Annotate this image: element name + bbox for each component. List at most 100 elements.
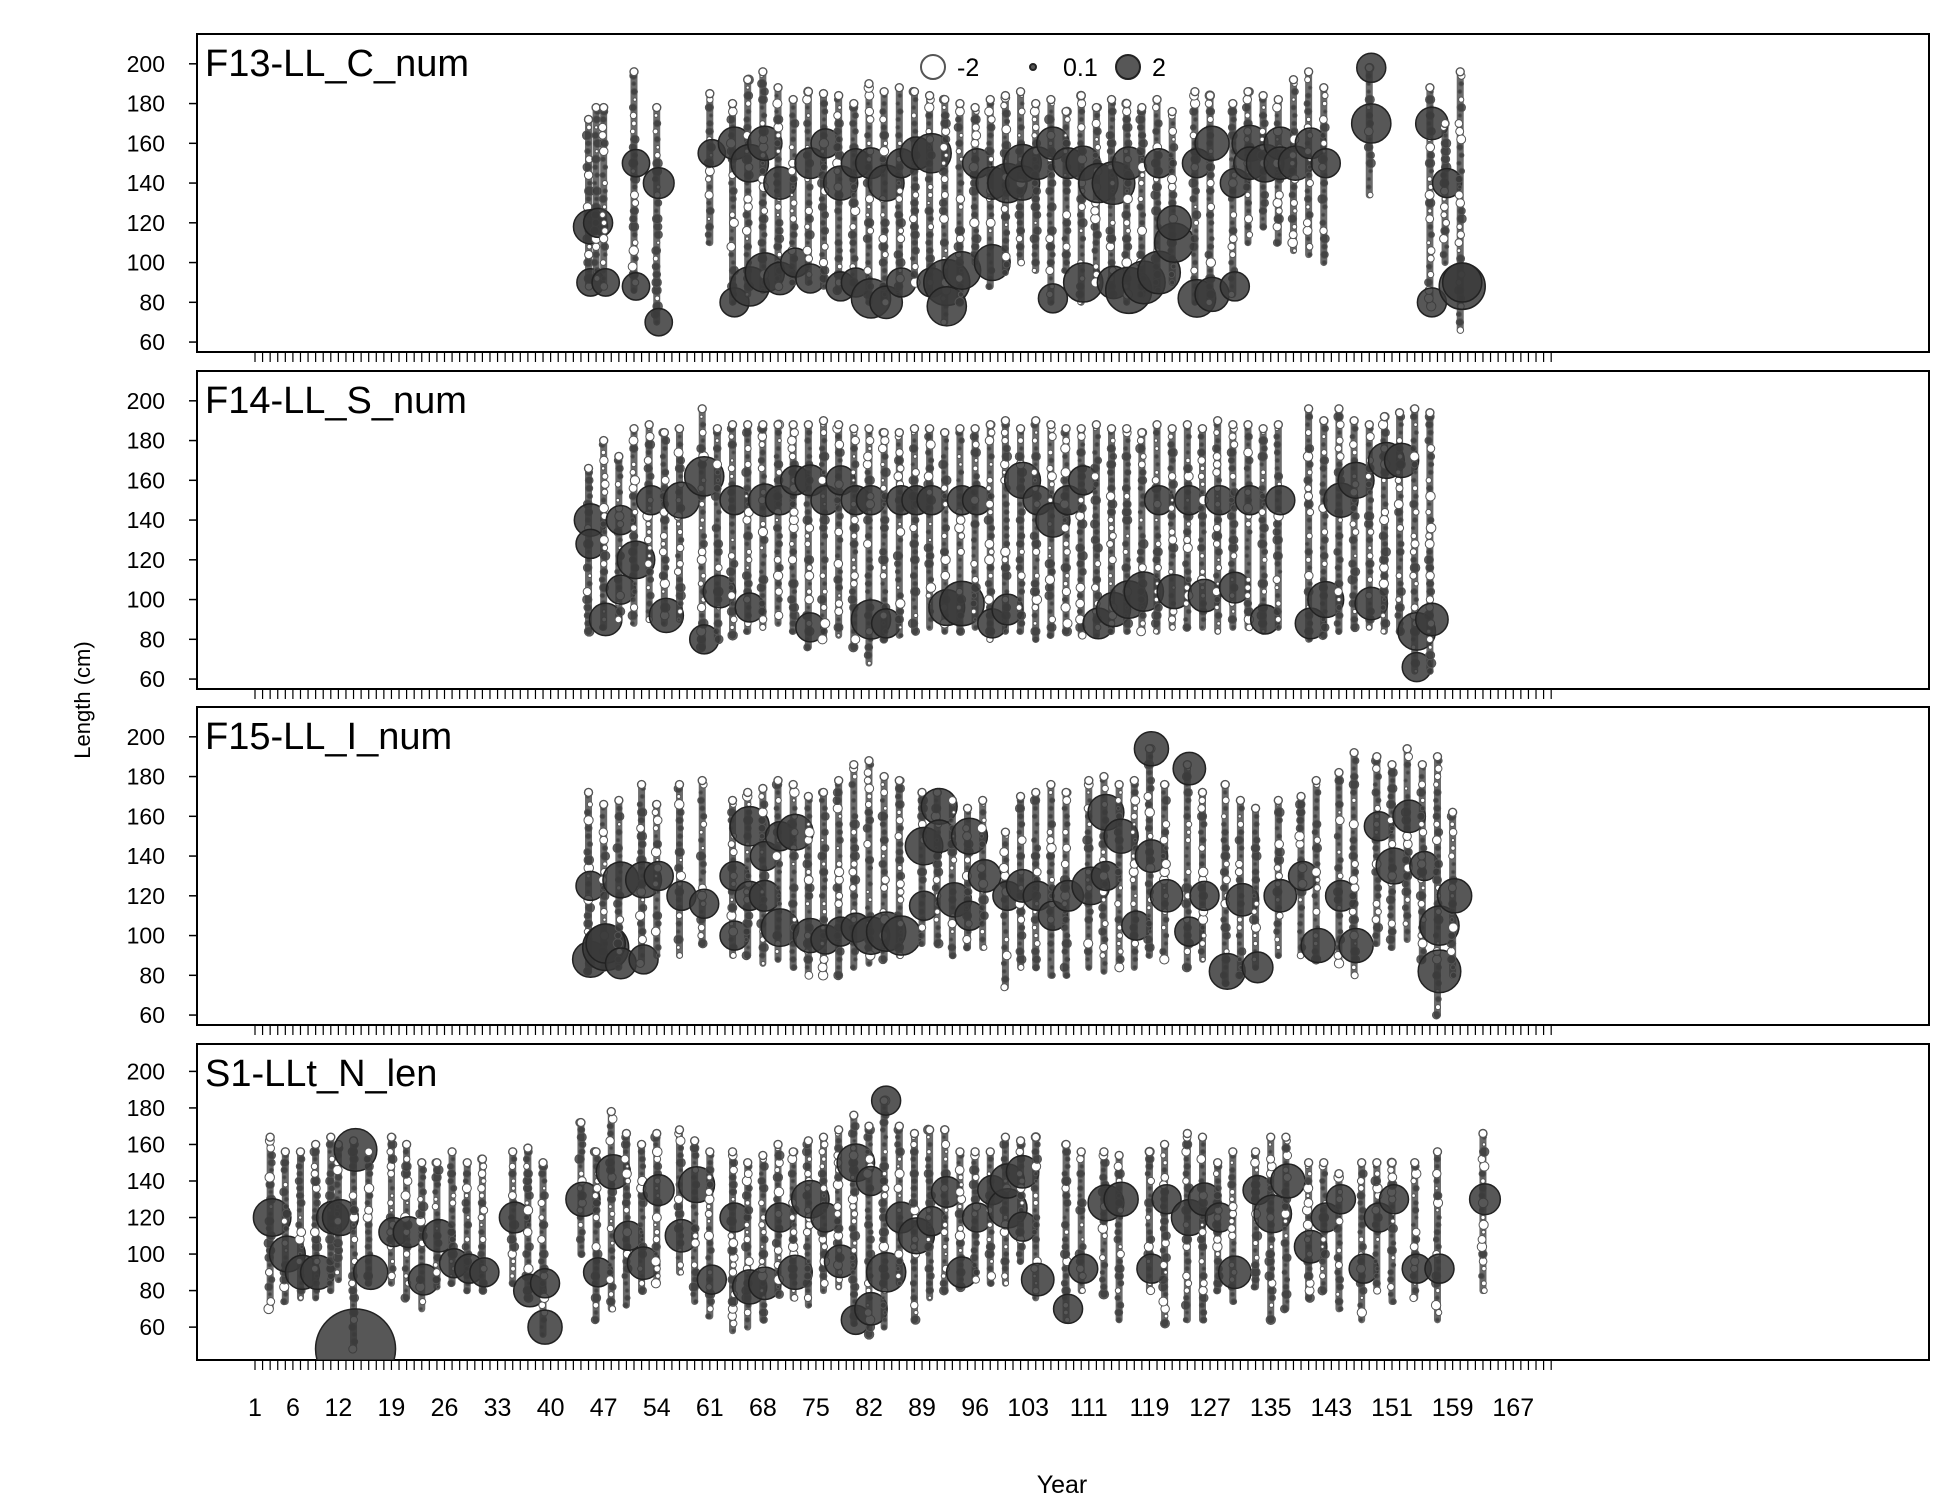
- residual-point: [926, 247, 933, 254]
- residual-point: [1273, 576, 1281, 584]
- residual-point: [1200, 821, 1207, 828]
- residual-point: [1428, 645, 1432, 649]
- residual-point: [1273, 535, 1282, 544]
- residual-point: [1397, 525, 1404, 532]
- residual-point: [896, 443, 900, 447]
- residual-point: [1335, 565, 1341, 571]
- residual-point: [897, 592, 903, 598]
- residual-point: [1207, 203, 1214, 210]
- residual-point: [1414, 471, 1417, 474]
- residual-point: [1049, 221, 1053, 225]
- residual-point: [1145, 825, 1152, 832]
- residual-point: [1418, 761, 1426, 769]
- residual-point: [583, 588, 591, 596]
- residual-point: [958, 180, 964, 186]
- residual-point: [1274, 441, 1281, 448]
- residual-point: [881, 436, 889, 444]
- residual-point: [728, 553, 735, 560]
- residual-point: [789, 175, 797, 183]
- residual-point: [773, 571, 782, 580]
- residual-point: [1132, 948, 1138, 954]
- residual-point: [1118, 910, 1121, 913]
- residual-point: [628, 262, 637, 271]
- residual-point: [1138, 510, 1142, 514]
- residual-point: [1306, 180, 1313, 187]
- residual-point: [1229, 421, 1237, 429]
- residual-point: [660, 533, 667, 540]
- residual-point: [1094, 569, 1099, 574]
- residual-point: [1093, 257, 1096, 260]
- residual-point: [897, 841, 903, 847]
- residual-point: [1426, 143, 1435, 152]
- residual-point: [630, 470, 636, 476]
- residual-point: [1228, 457, 1234, 463]
- residual-point: [1045, 591, 1054, 600]
- residual-point: [1048, 179, 1056, 187]
- residual-point: [1048, 820, 1056, 828]
- residual-point: [745, 873, 751, 879]
- residual-point: [897, 109, 903, 115]
- residual-point: [616, 465, 623, 472]
- residual-point: [791, 223, 798, 230]
- residual-point: [835, 554, 840, 559]
- residual-point: [587, 125, 592, 130]
- residual-point: [971, 104, 979, 112]
- residual-point: [1367, 577, 1372, 582]
- residual-point: [1106, 131, 1114, 139]
- residual-point: [584, 816, 593, 825]
- residual-point: [1411, 405, 1419, 413]
- residual-point: [1034, 933, 1038, 937]
- residual-point: [942, 184, 948, 190]
- residual-point: [803, 515, 812, 524]
- residual-point: [896, 577, 902, 583]
- residual-point: [950, 938, 953, 941]
- residual-point: [1099, 904, 1107, 912]
- residual-point: [775, 611, 783, 619]
- residual-point: [1261, 184, 1266, 189]
- residual-point: [1124, 243, 1132, 251]
- residual-point: [700, 518, 704, 522]
- residual-point: [1085, 916, 1093, 924]
- residual-point: [1046, 267, 1054, 275]
- residual-point: [1200, 854, 1205, 859]
- residual-point: [982, 818, 986, 822]
- residual-point: [712, 524, 720, 532]
- residual-point: [1155, 518, 1158, 521]
- residual-point: [632, 589, 637, 594]
- residual-point: [913, 129, 918, 134]
- residual-point: [944, 153, 948, 157]
- residual-point: [820, 164, 827, 171]
- residual-point: [760, 546, 764, 550]
- residual-point: [834, 128, 842, 136]
- residual-point: [1428, 232, 1434, 238]
- residual-point: [1427, 241, 1431, 245]
- residual-point: [1093, 481, 1099, 487]
- residual-point: [1087, 791, 1090, 794]
- residual-point: [1164, 846, 1168, 850]
- residual-point: [1305, 572, 1313, 580]
- residual-point: [1457, 161, 1461, 165]
- residual-point: [585, 140, 591, 146]
- residual-point: [989, 549, 995, 555]
- residual-point: [820, 266, 829, 275]
- residual-point: [1305, 485, 1312, 492]
- residual-point: [1183, 421, 1191, 429]
- residual-point: [630, 112, 636, 118]
- residual-point: [630, 518, 635, 523]
- residual-point: [1110, 117, 1115, 122]
- residual-point: [918, 867, 927, 876]
- residual-point: [1078, 133, 1083, 138]
- residual-point: [1062, 518, 1067, 523]
- residual-point: [599, 577, 605, 583]
- residual-point: [926, 552, 934, 560]
- residual-point: [746, 101, 751, 106]
- residual-point: [867, 205, 871, 209]
- residual-point: [1161, 829, 1168, 836]
- residual-point: [1229, 561, 1235, 567]
- residual-point: [941, 571, 950, 580]
- residual-point: [821, 614, 825, 618]
- residual-point: [1047, 212, 1052, 217]
- residual-point: [1139, 539, 1149, 549]
- residual-point: [819, 452, 828, 461]
- residual-point: [1084, 939, 1093, 948]
